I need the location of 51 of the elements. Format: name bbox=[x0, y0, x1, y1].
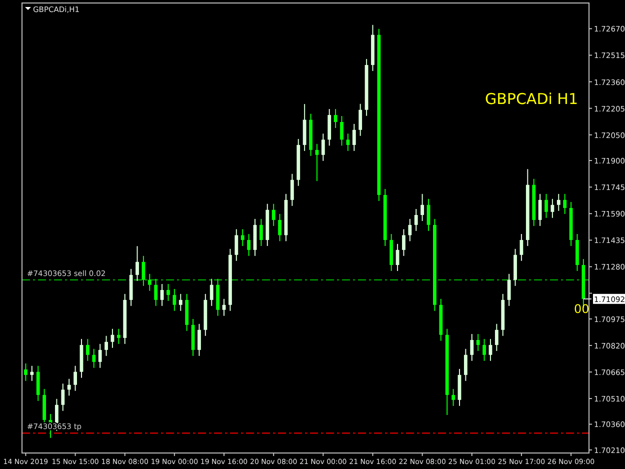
candlestick bbox=[482, 338, 486, 362]
candlestick bbox=[346, 133, 350, 152]
candlestick bbox=[340, 116, 344, 146]
candlestick bbox=[98, 343, 102, 368]
candlestick bbox=[334, 108, 338, 128]
candlestick bbox=[198, 323, 201, 356]
candlestick bbox=[67, 378, 71, 396]
candlestick bbox=[210, 278, 214, 306]
candlestick bbox=[550, 198, 554, 218]
candlestick bbox=[470, 333, 474, 362]
candlestick bbox=[272, 203, 276, 226]
candlestick bbox=[172, 288, 176, 312]
candlestick bbox=[36, 365, 40, 402]
candlestick bbox=[321, 133, 325, 162]
candlestick bbox=[160, 283, 164, 306]
candlestick bbox=[420, 193, 424, 222]
candlestick bbox=[104, 335, 108, 356]
candlestick bbox=[352, 123, 356, 152]
candlestick bbox=[507, 273, 511, 306]
candlestick bbox=[556, 193, 560, 212]
candlestick bbox=[247, 233, 251, 256]
candlestick bbox=[166, 283, 170, 302]
candlestick bbox=[86, 338, 90, 362]
candlestick bbox=[92, 348, 96, 368]
candlestick bbox=[30, 365, 34, 382]
candlestick bbox=[154, 278, 158, 306]
annotation: GBPCADi H1 bbox=[485, 90, 578, 108]
candlestick bbox=[178, 293, 182, 312]
candlestick bbox=[259, 218, 263, 246]
candlestick bbox=[61, 383, 65, 412]
candlestick bbox=[544, 193, 548, 218]
candlestick bbox=[136, 246, 139, 282]
candlestick bbox=[563, 193, 567, 214]
candlestick bbox=[278, 213, 282, 242]
candlestick bbox=[476, 333, 480, 352]
candlestick bbox=[494, 323, 498, 352]
candlestick bbox=[24, 362, 28, 382]
candlestick bbox=[240, 228, 244, 246]
candlestick bbox=[74, 365, 77, 392]
candlestick bbox=[402, 228, 406, 256]
candlestick bbox=[464, 348, 468, 382]
candlestick bbox=[452, 388, 455, 406]
candlestick bbox=[358, 103, 362, 136]
candlestick bbox=[290, 173, 294, 206]
candlestick bbox=[538, 193, 542, 226]
candlestick bbox=[414, 208, 418, 232]
candlestick bbox=[148, 273, 152, 292]
candlestick bbox=[408, 218, 412, 242]
candlestick bbox=[234, 228, 238, 262]
annotation: 00 bbox=[574, 302, 590, 316]
candlestick bbox=[116, 328, 120, 344]
